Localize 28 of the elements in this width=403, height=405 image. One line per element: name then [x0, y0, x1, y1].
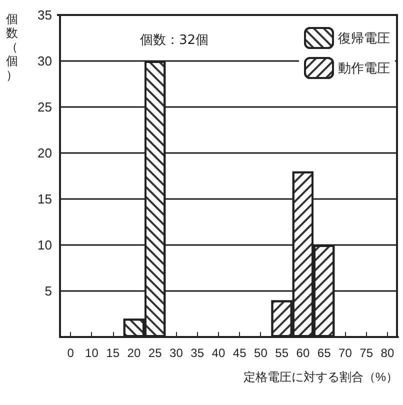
x-tick-label: 35 [190, 346, 204, 360]
x-tick-label: 0 [67, 346, 74, 360]
x-tick-label: 30 [170, 346, 184, 360]
x-tick-label: 40 [212, 346, 226, 360]
x-tick-label: 65 [317, 346, 332, 360]
y-tick-label: 25 [38, 100, 52, 114]
y-tick-label: 35 [38, 8, 52, 22]
x-tick-label: 80 [380, 346, 394, 360]
x-tick-label: 25 [148, 346, 162, 360]
x-tick-label: 10 [85, 346, 99, 360]
y-tick-label: 30 [38, 54, 52, 68]
y-tick-label: 20 [38, 146, 52, 160]
x-tick-label: 45 [232, 346, 247, 360]
y-axis-title: 個数（個） [6, 12, 18, 82]
x-tick-label: 50 [254, 346, 268, 360]
x-axis-title: 定格電圧に対する割合（%） [243, 370, 398, 384]
x-tick-label: 20 [127, 346, 141, 360]
x-tick-label: 70 [338, 346, 352, 360]
x-tick-label: 75 [360, 346, 374, 360]
x-tick-label: 60 [296, 346, 310, 360]
annotation: 個数：32個 [140, 33, 209, 48]
y-tick-label: 15 [38, 192, 52, 206]
x-tick-label: 55 [275, 346, 289, 360]
legend-label: 動作電圧 [338, 60, 390, 76]
x-tick-label: 15 [106, 346, 120, 360]
y-tick-label: 10 [38, 238, 52, 252]
legend-label: 復帰電圧 [338, 30, 390, 46]
y-tick-label: 5 [44, 284, 52, 298]
